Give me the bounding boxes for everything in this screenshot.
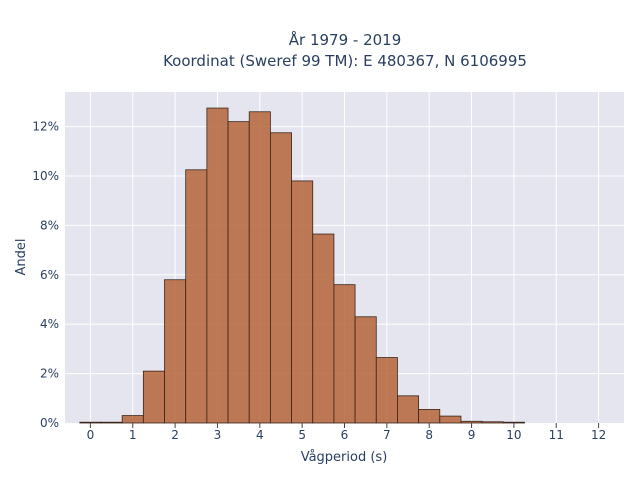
x-tick-label: 10 xyxy=(506,428,521,442)
histogram-bar xyxy=(79,421,102,424)
x-tick-label: 2 xyxy=(171,428,179,442)
histogram-bar xyxy=(164,279,187,424)
histogram-bar xyxy=(397,395,420,424)
x-tick-label: 4 xyxy=(256,428,264,442)
histogram-bar xyxy=(418,409,441,424)
x-axis-ticks: 0 1 2 3 4 5 6 7 8 9 10 11 12 xyxy=(87,423,606,442)
x-axis-title: Vågperiod (s) xyxy=(301,450,388,465)
x-tick-label: 6 xyxy=(341,428,349,442)
y-tick-label: 12% xyxy=(32,120,59,134)
x-tick-label: 8 xyxy=(425,428,433,442)
histogram-bar xyxy=(142,370,165,424)
histogram-bar xyxy=(248,111,271,424)
y-tick-label: 4% xyxy=(40,317,59,331)
x-tick-label: 5 xyxy=(298,428,306,442)
y-tick-label: 8% xyxy=(40,218,59,232)
y-axis-title: Andel xyxy=(14,239,29,276)
x-tick-label: 3 xyxy=(214,428,222,442)
y-tick-label: 2% xyxy=(40,367,59,381)
x-tick-label: 11 xyxy=(549,428,564,442)
y-tick-label: 0% xyxy=(40,416,59,430)
y-axis-ticks: 0% 2% 4% 6% 8% 10% 12% xyxy=(32,120,59,430)
histogram-bar xyxy=(227,121,250,424)
x-tick-label: 0 xyxy=(87,428,95,442)
histogram-bar xyxy=(312,233,335,424)
y-tick-label: 6% xyxy=(40,268,59,282)
x-tick-label: 12 xyxy=(591,428,606,442)
histogram-bar xyxy=(460,420,483,424)
histogram-bar xyxy=(100,421,123,424)
histogram-bar xyxy=(121,415,144,424)
chart-title-line2: Koordinat (Sweref 99 TM): E 480367, N 61… xyxy=(163,52,527,70)
chart-title-line1: År 1979 - 2019 xyxy=(289,30,402,49)
histogram-bar xyxy=(291,180,314,424)
histogram-bar xyxy=(206,107,229,424)
histogram-bar xyxy=(269,132,292,424)
histogram-bar xyxy=(481,421,504,424)
x-tick-label: 1 xyxy=(129,428,137,442)
histogram-bar xyxy=(354,316,377,424)
histogram-bar xyxy=(502,421,525,424)
histogram-bar xyxy=(185,169,208,424)
x-tick-label: 9 xyxy=(468,428,476,442)
x-tick-label: 7 xyxy=(383,428,391,442)
histogram-bar xyxy=(333,284,356,424)
y-tick-label: 10% xyxy=(32,169,59,183)
histogram-bar xyxy=(375,357,398,424)
histogram-bar xyxy=(439,415,462,424)
